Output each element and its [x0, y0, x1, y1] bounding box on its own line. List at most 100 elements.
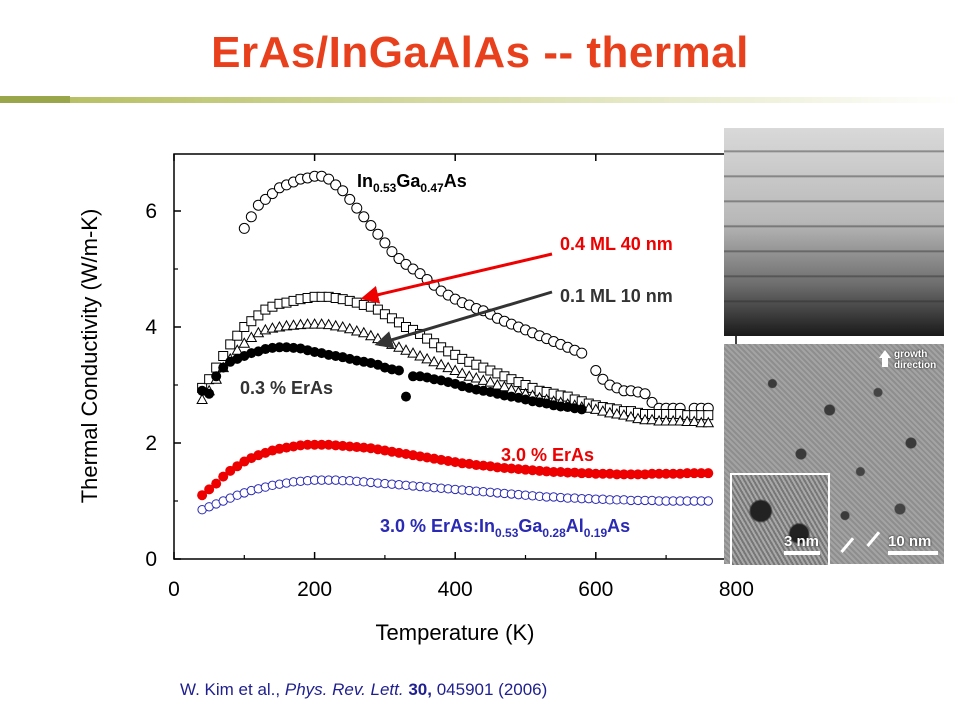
citation-article: 045901 (2006): [436, 680, 548, 699]
series-5: [197, 475, 713, 515]
data-point: [225, 465, 236, 476]
data-point: [639, 388, 651, 400]
data-point: [703, 468, 714, 479]
data-point: [301, 318, 314, 329]
arrow-04ml: [360, 252, 553, 304]
data-point: [414, 268, 426, 280]
data-point: [477, 374, 490, 385]
series-1: [197, 291, 714, 421]
y-tick-label: 0: [145, 548, 157, 571]
data-point: [259, 193, 271, 205]
data-point: [218, 362, 229, 373]
scale-bar-3nm: [784, 551, 820, 555]
data-point: [667, 414, 679, 426]
data-point: [597, 468, 608, 479]
data-point: [211, 478, 222, 489]
data-point: [689, 468, 700, 479]
data-point: [197, 490, 208, 501]
data-point: [639, 413, 651, 425]
data-point: [315, 318, 328, 329]
arrow-01ml: [374, 290, 553, 349]
data-point: [407, 347, 419, 358]
data-point: [365, 220, 377, 231]
data-point: [239, 322, 250, 332]
growth-label-line1: growth: [894, 349, 928, 360]
data-point: [302, 439, 313, 450]
data-point: [386, 246, 398, 258]
y-axis-label: Thermal Conductivity (W/m-K): [77, 209, 102, 504]
data-point: [309, 439, 320, 450]
data-point: [428, 355, 440, 367]
growth-label-line2: direction: [894, 360, 937, 371]
data-point: [590, 468, 601, 479]
data-point: [463, 370, 476, 381]
data-point: [232, 461, 243, 472]
data-point: [703, 496, 713, 506]
data-point: [604, 406, 616, 418]
data-point: [625, 410, 637, 422]
scale-label-10nm: 10 nm: [888, 533, 932, 550]
x-tick-label: 0: [168, 578, 180, 601]
data-point: [456, 367, 469, 378]
data-point: [225, 339, 236, 350]
data-point: [357, 326, 370, 338]
data-point: [238, 222, 250, 234]
scale-label-3nm: 3 nm: [784, 533, 820, 550]
data-point: [232, 330, 243, 341]
data-point: [358, 211, 370, 223]
data-point: [576, 347, 588, 359]
data-point: [611, 407, 623, 419]
data-point: [625, 469, 636, 480]
data-point: [308, 318, 321, 329]
data-point: [246, 316, 257, 327]
data-point: [470, 372, 483, 383]
axis-tick-labels: 0 200 400 600 800 0 2 4 6: [145, 200, 754, 601]
annotation-04ml: 0.4 ML 40 nm: [560, 234, 673, 254]
data-point: [414, 349, 426, 361]
data-point: [654, 468, 665, 479]
data-point: [421, 352, 433, 364]
data-point: [218, 351, 229, 361]
data-point: [274, 342, 285, 353]
data-point: [218, 471, 229, 482]
data-point: [596, 405, 609, 416]
data-point: [442, 361, 455, 373]
annotation-ingaas: In0.53Ga0.47As: [357, 171, 467, 195]
data-point: [597, 373, 609, 385]
tem-inset-image: [730, 473, 830, 567]
growth-direction-label: growth direction: [894, 349, 936, 371]
citation-authors: W. Kim et al.,: [180, 680, 285, 699]
title-rule-accent: [0, 96, 70, 103]
data-point: [372, 228, 384, 240]
data-point: [336, 320, 349, 332]
x-axis-label: Temperature (K): [376, 620, 535, 645]
data-point: [702, 416, 715, 428]
data-point: [316, 439, 327, 450]
data-point: [379, 237, 391, 249]
x-tick-label: 600: [578, 578, 613, 601]
data-point: [204, 484, 215, 495]
data-point: [323, 173, 335, 185]
data-point: [646, 396, 658, 408]
annotation-01ml: 0.1 ML 10 nm: [560, 286, 673, 306]
data-point: [576, 404, 587, 415]
data-point: [618, 409, 630, 420]
data-point: [343, 322, 356, 334]
x-tick-label: 800: [719, 578, 754, 601]
data-point: [449, 364, 462, 375]
y-tick-label: 4: [145, 316, 157, 339]
data-point: [344, 193, 356, 205]
slide-title: ErAs/InGaAlAs -- thermal: [211, 28, 749, 77]
data-point: [611, 469, 622, 480]
data-point: [196, 393, 208, 404]
data-point: [668, 468, 679, 479]
data-point: [653, 414, 665, 426]
data-point: [681, 415, 694, 427]
data-point: [632, 469, 643, 480]
data-point: [674, 414, 687, 426]
series-4: [197, 439, 714, 501]
data-point: [211, 371, 222, 382]
citation: W. Kim et al., Phys. Rev. Lett. 30, 0459…: [180, 680, 547, 700]
data-point: [329, 319, 342, 331]
x-tick-label: 200: [297, 578, 332, 601]
